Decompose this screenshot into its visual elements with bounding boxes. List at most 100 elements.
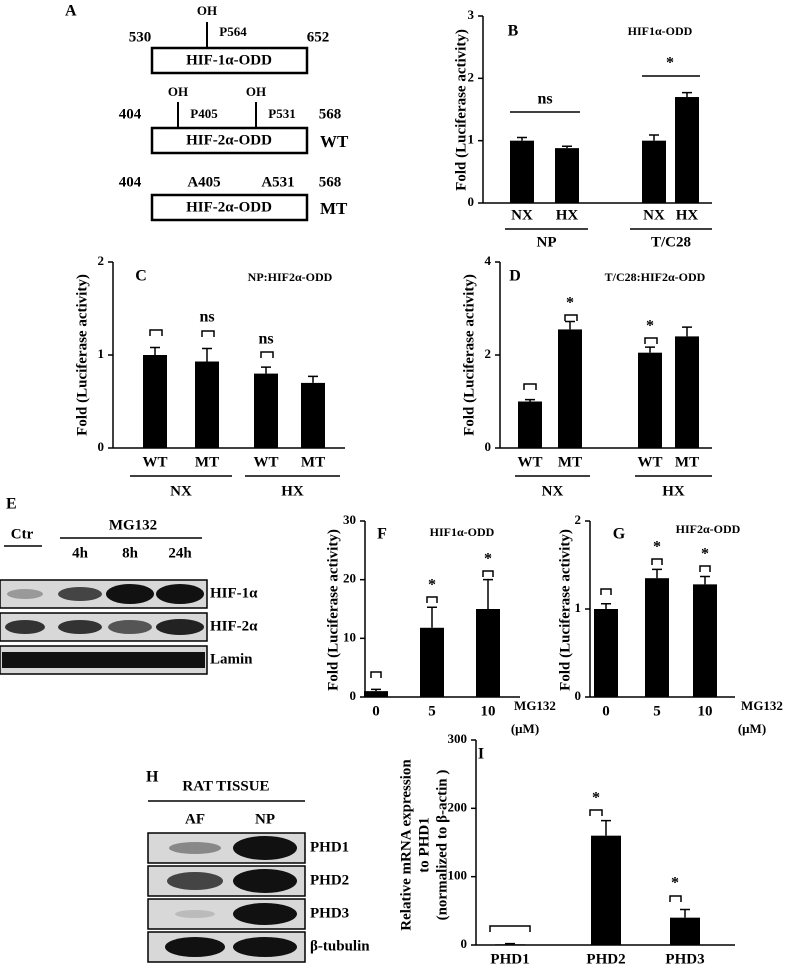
band [165, 937, 225, 957]
bracket [260, 351, 274, 358]
band [233, 937, 297, 957]
error-bar [562, 145, 572, 149]
band [169, 842, 221, 854]
x-tick-label: MT [195, 454, 219, 470]
bar [476, 609, 500, 697]
domain-box [150, 126, 309, 155]
annotation: * [666, 55, 674, 72]
error-bar [202, 347, 212, 362]
bar [645, 578, 669, 697]
band [2, 652, 205, 668]
group-label: T/C28 [651, 234, 691, 250]
error-bar [308, 375, 318, 383]
x-axis-label: (μM) [738, 721, 766, 736]
band [5, 620, 45, 634]
end: 568 [319, 106, 342, 122]
x-tick-label: WT [253, 454, 278, 470]
site: A405 [187, 174, 220, 190]
y-tick-label: 200 [448, 799, 468, 814]
error-bar [261, 366, 271, 374]
band [175, 910, 215, 918]
y-tick-label: 1 [468, 132, 475, 147]
end: 652 [307, 29, 330, 45]
panel-label: C [135, 268, 147, 285]
row-label: Lamin [210, 651, 253, 667]
x-tick-label: MT [301, 454, 325, 470]
bar [364, 691, 388, 697]
band [156, 584, 204, 604]
group-label: HX [662, 483, 685, 499]
bracket [370, 671, 382, 678]
y-axis-label: (normalized to β-actin ) [434, 770, 450, 921]
x-tick-label: 5 [428, 703, 436, 719]
lane-label: Ctr [11, 526, 34, 542]
y-axis-label: Fold (Luciferase activity) [325, 529, 341, 691]
y-axis-label: Fold (Luciferase activity) [557, 529, 573, 691]
y-axis-label: Relative mRNA expression [398, 759, 414, 931]
panel-label: I [478, 746, 484, 763]
annotation: * [428, 577, 436, 594]
site: P531 [268, 106, 295, 121]
blot-title: RAT TISSUE [182, 778, 269, 794]
error-bar [525, 398, 535, 402]
y-tick-label: 0 [468, 194, 475, 209]
y-tick-label: 0 [485, 439, 492, 454]
x-tick-label: HX [676, 207, 699, 223]
annotation: * [671, 875, 679, 892]
y-tick-label: 0 [461, 936, 468, 951]
x-tick-label: NX [511, 207, 533, 223]
annotation: * [566, 295, 574, 312]
start: 404 [119, 106, 142, 122]
band [233, 869, 297, 893]
error-bar [565, 320, 575, 330]
y-tick-label: 1 [575, 600, 582, 615]
y-tick-label: 100 [448, 868, 468, 883]
bracket [523, 383, 537, 390]
bar [555, 148, 579, 203]
y-tick-label: 30 [343, 512, 356, 527]
band [106, 584, 154, 604]
lane-label: 8h [122, 545, 139, 561]
x-tick-label: 0 [372, 703, 380, 719]
error-bar [371, 688, 381, 692]
bar [558, 329, 582, 448]
bracket [201, 330, 215, 337]
x-tick-label: 0 [602, 703, 610, 719]
panel-label: D [509, 268, 521, 285]
bar [195, 361, 219, 448]
start: 530 [129, 29, 152, 45]
panel-label: A [65, 3, 77, 20]
panel-label: G [613, 526, 626, 543]
y-tick-label: 0 [98, 439, 105, 454]
bracket [651, 558, 663, 565]
bar [670, 917, 700, 945]
y-tick-label: 300 [448, 731, 468, 746]
lane-label: 4h [72, 545, 89, 561]
band [58, 620, 102, 634]
chart-title: HIF1α-ODD [628, 24, 693, 38]
chart-title: T/C28:HIF2α-ODD [605, 270, 706, 284]
bracket [589, 809, 603, 816]
x-tick-label: 5 [653, 703, 661, 719]
band [167, 872, 223, 890]
bracket [489, 925, 531, 932]
row-label: HIF-2α [210, 618, 258, 634]
y-tick-label: 2 [468, 69, 475, 84]
error-bar [682, 91, 692, 98]
x-tick-label: WT [517, 454, 542, 470]
panel-e: E Ctr MG132 4h 8h 24h HIF-1α HIF-2α Lami… [0, 496, 258, 675]
domain-box [150, 193, 309, 222]
bar [675, 97, 699, 203]
row-label: PHD1 [310, 839, 349, 855]
x-tick-label: MT [558, 454, 582, 470]
error-bar [517, 136, 527, 141]
bracket [426, 596, 438, 603]
y-axis-label: Fold (Luciferase activity) [461, 274, 477, 436]
y-tick-label: 0 [350, 688, 357, 703]
error-bar [645, 346, 655, 353]
y-tick-label: 1 [98, 346, 105, 361]
bracket [699, 565, 711, 572]
oh: OH [246, 84, 266, 99]
domain-label: HIF-2α-ODD [186, 199, 272, 215]
